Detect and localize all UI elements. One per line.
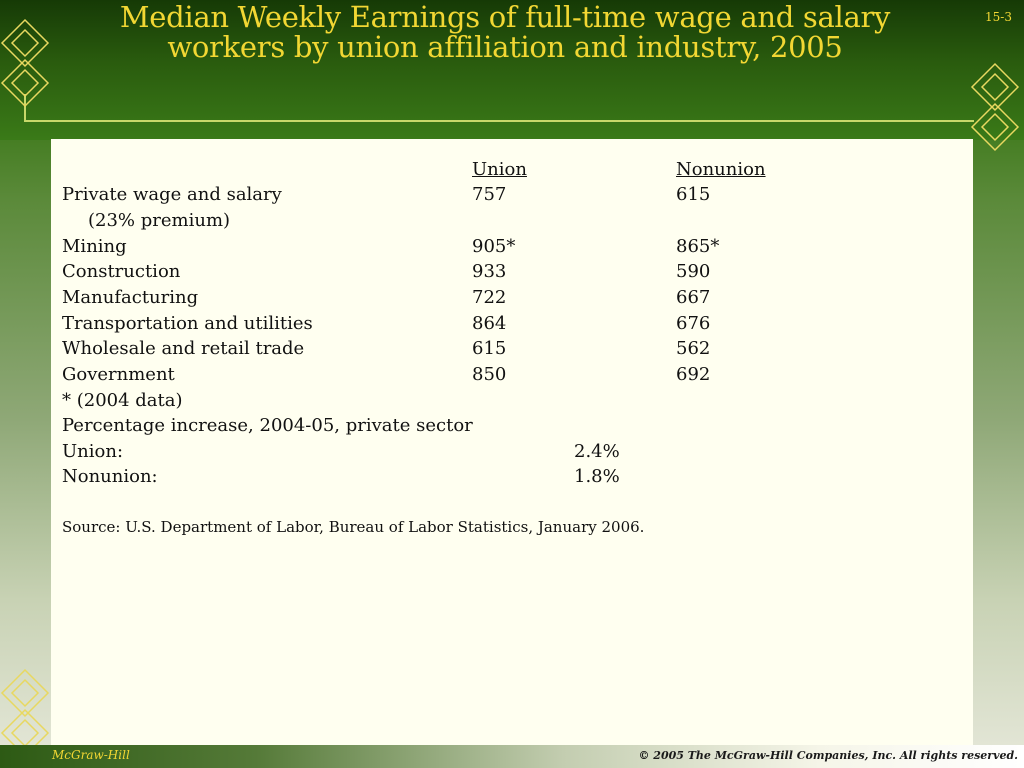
- diamond-ornament-icon: [970, 62, 1020, 152]
- row-label: Wholesale and retail trade: [62, 338, 305, 359]
- copyright-notice: © 2005 The McGraw-Hill Companies, Inc. A…: [638, 749, 1018, 762]
- percentage-heading: Percentage increase, 2004-05, private se…: [62, 415, 473, 436]
- footnote-text: * (2004 data): [62, 390, 183, 411]
- union-value: 757: [472, 184, 507, 205]
- nonunion-value: 667: [676, 287, 711, 308]
- publisher-name: McGraw-Hill: [52, 748, 130, 762]
- union-value: 905*: [472, 236, 516, 257]
- row-label: Government: [62, 364, 175, 385]
- source-citation: Source: U.S. Department of Labor, Bureau…: [62, 518, 645, 536]
- row-label: Construction: [62, 261, 181, 282]
- header-union: Union: [472, 159, 527, 180]
- row-label: Manufacturing: [62, 287, 199, 308]
- diamond-ornament-icon: [0, 18, 50, 108]
- union-value: 933: [472, 261, 507, 282]
- nonunion-value: 615: [676, 184, 711, 205]
- percentage-nonunion-label: Nonunion:: [62, 466, 158, 487]
- slide-header: Median Weekly Earnings of full-time wage…: [0, 0, 1024, 140]
- union-value: 864: [472, 313, 507, 334]
- slide-number: 15-3: [985, 10, 1012, 24]
- nonunion-value: 865*: [676, 236, 720, 257]
- nonunion-value: 590: [676, 261, 711, 282]
- union-value: 615: [472, 338, 507, 359]
- percentage-union-label: Union:: [62, 441, 124, 462]
- slide-content: Union Nonunion Private wage and salary 7…: [51, 139, 973, 745]
- slide-footer: McGraw-Hill © 2005 The McGraw-Hill Compa…: [0, 745, 1024, 768]
- row-label: Transportation and utilities: [62, 313, 313, 334]
- union-value: 850: [472, 364, 507, 385]
- nonunion-value: 692: [676, 364, 711, 385]
- accent-line-vertical: [24, 94, 26, 122]
- header-nonunion: Nonunion: [676, 159, 766, 180]
- row-label: Mining: [62, 236, 127, 257]
- row-label: (23% premium): [88, 210, 231, 231]
- row-label: Private wage and salary: [62, 184, 282, 205]
- nonunion-value: 562: [676, 338, 711, 359]
- percentage-union-value: 2.4%: [574, 441, 620, 462]
- accent-line: [24, 120, 974, 122]
- union-value: 722: [472, 287, 507, 308]
- nonunion-value: 676: [676, 313, 711, 334]
- slide-title: Median Weekly Earnings of full-time wage…: [119, 0, 891, 64]
- percentage-nonunion-value: 1.8%: [574, 466, 620, 487]
